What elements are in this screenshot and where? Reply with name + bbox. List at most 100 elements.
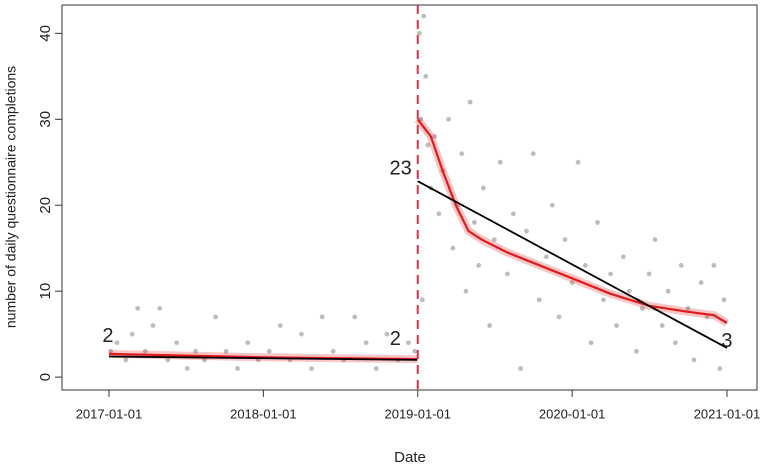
data-point xyxy=(373,366,379,371)
data-point xyxy=(412,348,418,354)
data-point xyxy=(406,340,411,346)
data-point xyxy=(530,151,536,157)
data-point xyxy=(184,366,190,371)
data-point xyxy=(135,305,141,311)
x-axis-label: Date xyxy=(394,449,426,466)
data-point xyxy=(165,357,171,363)
data-point xyxy=(223,348,229,354)
data-point xyxy=(704,314,710,320)
data-point xyxy=(510,211,516,217)
data-point xyxy=(659,323,665,328)
data-point xyxy=(646,271,652,277)
data-point xyxy=(721,297,727,303)
data-point xyxy=(446,116,452,122)
data-point xyxy=(652,237,658,243)
data-point xyxy=(678,262,684,268)
regression-line xyxy=(417,180,728,349)
data-point xyxy=(309,366,314,371)
data-point xyxy=(543,254,549,260)
data-point xyxy=(352,314,358,320)
data-point xyxy=(582,262,588,268)
data-point xyxy=(213,314,218,320)
data-point xyxy=(436,211,442,217)
x-tick-label: 2021-01-01 xyxy=(694,406,761,421)
data-point xyxy=(108,348,114,354)
value-label: 2 xyxy=(390,328,401,350)
data-point xyxy=(266,348,272,354)
data-point xyxy=(480,185,486,191)
data-point xyxy=(614,323,619,328)
data-point xyxy=(157,305,163,311)
data-point xyxy=(549,202,555,208)
data-point xyxy=(711,262,717,268)
data-point xyxy=(193,348,199,354)
data-point xyxy=(459,151,465,157)
y-tick-label: 10 xyxy=(37,283,54,300)
data-point xyxy=(717,366,723,371)
data-point xyxy=(463,288,469,294)
data-point xyxy=(569,280,575,285)
x-tick-label: 2020-01-01 xyxy=(539,406,606,421)
data-point xyxy=(129,331,135,337)
data-point xyxy=(202,357,207,363)
data-point xyxy=(142,348,148,354)
data-point xyxy=(487,323,493,328)
data-point xyxy=(620,254,626,260)
x-tick-label: 2018-01-01 xyxy=(230,406,297,421)
data-point xyxy=(518,366,523,371)
data-point xyxy=(575,159,581,165)
data-point xyxy=(423,73,429,79)
data-point xyxy=(467,99,473,105)
regression-line xyxy=(108,355,418,361)
data-point xyxy=(665,288,671,294)
data-point xyxy=(319,314,325,320)
data-point xyxy=(150,323,156,328)
y-tick-label: 0 xyxy=(37,373,54,381)
data-point xyxy=(691,357,697,363)
data-point xyxy=(672,340,678,346)
value-label: 3 xyxy=(721,330,732,352)
data-point xyxy=(425,142,431,148)
data-point xyxy=(698,280,704,285)
data-point xyxy=(432,134,438,139)
data-point xyxy=(114,340,120,346)
data-point xyxy=(330,348,336,354)
plot-frame xyxy=(61,4,758,391)
data-point xyxy=(634,348,639,354)
data-point xyxy=(299,331,304,337)
data-point xyxy=(608,271,614,277)
data-point xyxy=(639,305,645,311)
data-point xyxy=(601,297,606,303)
data-point xyxy=(235,366,240,371)
data-point xyxy=(421,13,427,19)
data-point xyxy=(562,237,568,243)
data-point xyxy=(497,159,503,165)
data-point xyxy=(685,305,691,311)
data-point xyxy=(505,271,510,277)
data-point xyxy=(420,297,425,303)
data-point xyxy=(450,245,456,251)
y-tick-label: 20 xyxy=(37,197,54,214)
data-point xyxy=(472,220,477,225)
data-point xyxy=(417,30,422,36)
x-tick-label: 2017-01-01 xyxy=(76,406,143,421)
y-axis-label: number of daily questionnaire completion… xyxy=(3,66,19,328)
data-point xyxy=(524,228,529,234)
y-tick-label: 40 xyxy=(37,25,54,42)
data-point xyxy=(245,340,251,346)
data-point xyxy=(626,288,632,294)
data-point xyxy=(363,340,369,346)
data-point xyxy=(588,340,594,346)
data-point xyxy=(476,262,482,268)
data-point xyxy=(123,357,129,363)
data-point xyxy=(556,314,562,320)
data-point xyxy=(491,237,497,243)
data-point xyxy=(595,220,600,225)
value-label: 2 xyxy=(102,325,113,347)
value-label: 23 xyxy=(389,157,411,179)
data-point xyxy=(536,297,542,303)
y-tick-label: 30 xyxy=(37,111,54,128)
smooth-line xyxy=(416,118,728,324)
data-point xyxy=(174,340,180,346)
